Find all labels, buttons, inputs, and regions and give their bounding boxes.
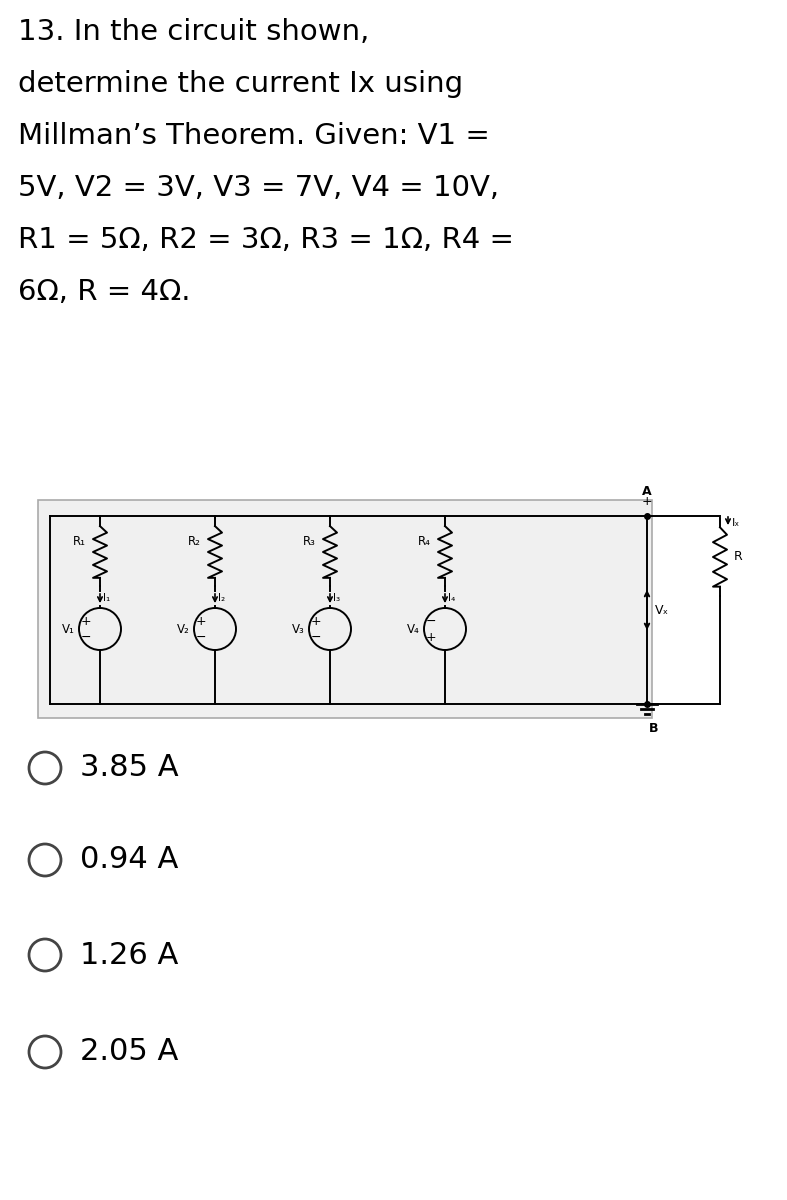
Text: 3.85 A: 3.85 A [80,754,179,782]
Text: B: B [649,722,659,734]
Text: −: − [196,630,206,643]
Text: V₄: V₄ [407,623,420,636]
Text: −: − [426,614,437,628]
Text: V₃: V₃ [292,623,305,636]
Text: R1 = 5Ω, R2 = 3Ω, R3 = 1Ω, R4 =: R1 = 5Ω, R2 = 3Ω, R3 = 1Ω, R4 = [18,226,514,254]
Text: 0.94 A: 0.94 A [80,846,179,875]
Text: V₁: V₁ [62,623,75,636]
Text: +: + [311,614,322,628]
Text: −: − [81,630,91,643]
Text: determine the current Ix using: determine the current Ix using [18,70,463,98]
Text: +: + [81,614,91,628]
Text: 6Ω, R = 4Ω.: 6Ω, R = 4Ω. [18,278,190,306]
Text: R₄: R₄ [418,535,431,548]
Text: +: + [196,614,207,628]
Text: I₁: I₁ [103,593,110,604]
Text: V₂: V₂ [177,623,190,636]
Text: R₂: R₂ [188,535,201,548]
Text: R₁: R₁ [73,535,86,548]
Bar [38,500,652,718]
Text: +: + [426,630,437,643]
Text: Vₓ: Vₓ [655,604,669,617]
Text: R: R [734,551,743,564]
Text: R₃: R₃ [303,535,316,548]
Text: +: + [641,494,652,508]
Text: 2.05 A: 2.05 A [80,1038,179,1067]
Text: 1.26 A: 1.26 A [80,941,179,970]
Text: Iₓ: Iₓ [732,518,741,528]
Text: −: − [311,630,322,643]
Text: 5V, V2 = 3V, V3 = 7V, V4 = 10V,: 5V, V2 = 3V, V3 = 7V, V4 = 10V, [18,174,499,202]
Text: I₂: I₂ [218,593,225,604]
Text: A: A [642,485,652,498]
Text: I₃: I₃ [333,593,340,604]
Text: Millman’s Theorem. Given: V1 =: Millman’s Theorem. Given: V1 = [18,122,490,150]
Text: I₄: I₄ [448,593,455,604]
Text: 13. In the circuit shown,: 13. In the circuit shown, [18,18,369,46]
